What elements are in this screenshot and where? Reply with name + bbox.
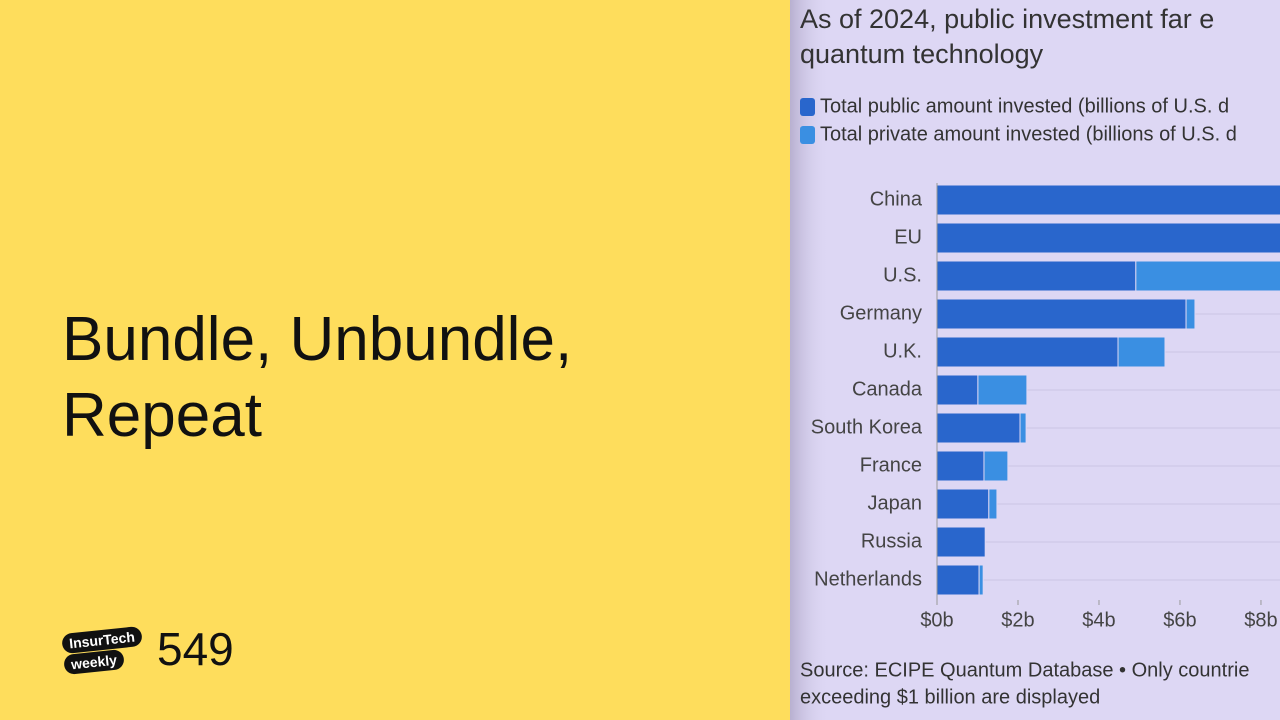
y-tick-label: France — [860, 454, 922, 476]
source: exceeding $1 billion are displayed — [800, 686, 1100, 708]
bar — [936, 260, 1137, 292]
bar — [936, 222, 1280, 254]
y-tick-label: U.S. — [883, 264, 922, 286]
bar — [977, 374, 1028, 406]
logo-text: InsurTech — [61, 625, 143, 655]
bar — [1019, 412, 1027, 444]
chart-title: quantum technology — [800, 39, 1044, 69]
y-tick-label: South Korea — [811, 416, 923, 438]
y-tick-label: Japan — [868, 492, 923, 514]
bar — [936, 564, 980, 596]
y-tick-label: Canada — [852, 378, 923, 400]
bar — [1185, 298, 1196, 330]
y-tick-label: EU — [894, 226, 922, 248]
legend-label: Total private amount invested (billions … — [820, 123, 1237, 145]
x-tick-label: $8b — [1244, 609, 1277, 631]
bar — [936, 412, 1021, 444]
bar — [978, 564, 984, 596]
issue-number: 549 — [157, 623, 234, 675]
cover-title: Bundle, Unbundle, Repeat — [62, 302, 572, 454]
bar — [983, 450, 1009, 482]
bar — [1117, 336, 1166, 368]
x-tick-label: $0b — [920, 609, 953, 631]
y-tick-label: China — [870, 188, 923, 210]
x-tick-label: $6b — [1163, 609, 1196, 631]
source: Source: ECIPE Quantum Database • Only co… — [800, 659, 1249, 681]
y-tick-label: Russia — [861, 530, 923, 552]
title-line: Bundle, Unbundle, — [62, 305, 573, 374]
legend-swatch — [800, 98, 815, 116]
bar — [936, 450, 985, 482]
bar — [936, 488, 990, 520]
bar — [936, 526, 986, 558]
bar — [988, 488, 998, 520]
bar — [936, 298, 1187, 330]
bar — [936, 184, 1280, 216]
legend-label: Total public amount invested (billions o… — [820, 95, 1229, 117]
legend-swatch — [800, 126, 815, 144]
y-tick-label: U.K. — [883, 340, 922, 362]
cover: Bundle, Unbundle, Repeat InsurTech weekl… — [0, 0, 790, 720]
y-tick-label: Germany — [840, 302, 922, 324]
bar — [936, 374, 979, 406]
title-line: Repeat — [62, 381, 262, 450]
panel-shadow — [790, 0, 830, 720]
bar — [1135, 260, 1280, 292]
bar — [936, 336, 1119, 368]
x-tick-label: $2b — [1001, 609, 1034, 631]
chart-title: As of 2024, public investment far e — [800, 4, 1214, 34]
chart: As of 2024, public investment far e quan… — [790, 0, 1280, 720]
y-tick-label: Netherlands — [814, 568, 922, 590]
x-tick-label: $4b — [1082, 609, 1115, 631]
